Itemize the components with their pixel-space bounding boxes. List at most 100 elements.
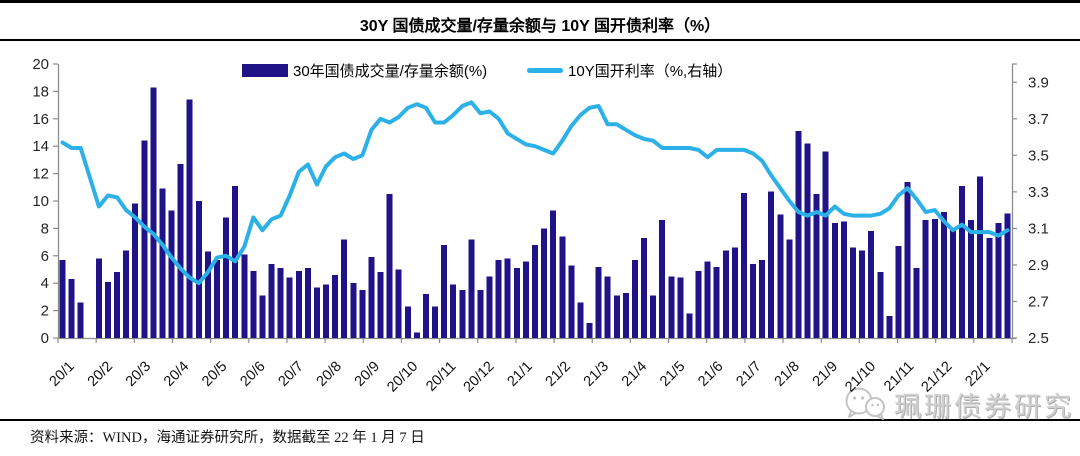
volume-bar — [822, 151, 829, 338]
x-axis-label: 21/2 — [543, 359, 574, 390]
volume-bar — [568, 265, 575, 338]
left-axis-label: 2 — [41, 303, 49, 320]
volume-bar — [204, 251, 211, 338]
legend-item-volume-bars: 30年国债成交量/存量余额(%) — [242, 61, 488, 80]
bar-series-label: 30年国债成交量/存量余额(%) — [293, 62, 488, 80]
volume-bar — [559, 236, 566, 338]
volume-bar — [422, 294, 429, 338]
volume-bar — [504, 258, 511, 338]
volume-bar — [223, 217, 230, 338]
x-axis-label: 20/10 — [384, 359, 421, 396]
left-axis-label: 20 — [32, 56, 49, 73]
watermark: 珮珊债券研究 — [842, 383, 1074, 425]
volume-bar — [931, 218, 938, 338]
x-axis-label: 21/4 — [619, 359, 650, 390]
volume-bar — [622, 292, 629, 338]
volume-bar — [877, 272, 884, 338]
right-axis-label: 3.3 — [1028, 184, 1049, 201]
volume-bar — [650, 295, 657, 338]
x-axis-label: 20/11 — [423, 359, 459, 395]
left-axis-label: 6 — [41, 248, 49, 265]
volume-bar — [949, 229, 956, 338]
x-axis-label: 20/7 — [276, 359, 307, 390]
volume-bar — [459, 290, 466, 338]
left-axis-label: 16 — [32, 111, 49, 128]
volume-bar — [631, 259, 638, 338]
volume-bar — [777, 214, 784, 338]
x-axis-label: 21/9 — [810, 359, 841, 390]
volume-bar — [386, 194, 393, 338]
volume-bar — [1004, 213, 1011, 338]
volume-bar — [586, 322, 593, 338]
x-axis-label: 21/5 — [657, 359, 688, 390]
volume-bar — [895, 246, 902, 338]
volume-bar — [786, 239, 793, 338]
volume-bar — [577, 302, 584, 338]
left-axis-label: 12 — [32, 166, 49, 183]
volume-bar — [495, 259, 502, 338]
volume-bar — [232, 185, 239, 338]
volume-bar — [995, 222, 1002, 338]
figure-header: 30Y 国债成交量/存量余额与 10Y 国开债利率（%） — [0, 0, 1080, 41]
volume-bar — [304, 268, 311, 338]
volume-bar — [550, 210, 557, 338]
volume-bar — [840, 221, 847, 338]
volume-bar — [804, 143, 811, 338]
volume-bar — [486, 276, 493, 338]
x-axis-label: 20/12 — [461, 359, 498, 396]
volume-bar — [722, 250, 729, 338]
right-axis-label: 2.5 — [1028, 330, 1049, 347]
volume-bar — [468, 239, 475, 338]
volume-bar — [350, 283, 357, 338]
volume-bar — [123, 250, 130, 338]
volume-bar — [659, 220, 666, 338]
left-axis-label: 4 — [41, 275, 49, 292]
volume-bar — [704, 261, 711, 338]
volume-bar — [413, 332, 420, 338]
footer-divider — [0, 419, 1080, 421]
volume-bar — [59, 259, 66, 338]
volume-bar — [641, 237, 648, 338]
volume-bar — [668, 276, 675, 338]
volume-bar — [831, 222, 838, 338]
volume-bar — [141, 140, 148, 338]
volume-bar — [477, 290, 484, 338]
line-series-swatch — [527, 67, 563, 73]
volume-bar — [913, 268, 920, 338]
volume-bar — [186, 99, 193, 339]
volume-bar — [759, 259, 766, 338]
volume-bar — [250, 270, 257, 338]
volume-bar — [359, 290, 366, 338]
volume-bar — [323, 284, 330, 338]
x-axis-label: 21/8 — [772, 359, 803, 390]
volume-bar — [695, 270, 702, 338]
left-axis-label: 14 — [32, 138, 49, 155]
volume-bar — [432, 306, 439, 338]
volume-bar — [114, 272, 121, 338]
volume-bar — [313, 287, 320, 338]
volume-bar — [795, 131, 802, 338]
x-axis-label: 20/6 — [237, 359, 268, 390]
left-axis-label: 8 — [41, 220, 49, 237]
volume-bar — [195, 201, 202, 338]
right-axis-label: 2.7 — [1028, 293, 1049, 310]
volume-bar — [332, 274, 339, 338]
x-axis-label: 20/2 — [85, 359, 116, 390]
x-axis-label: 20/4 — [161, 359, 192, 390]
left-axis-label: 0 — [41, 330, 49, 347]
volume-bar — [977, 176, 984, 338]
volume-bar — [214, 259, 220, 338]
left-axis-label: 18 — [32, 83, 49, 100]
left-axis-label: 10 — [32, 193, 49, 210]
x-axis-label: 21/3 — [581, 359, 612, 390]
volume-bar — [241, 254, 248, 338]
volume-bar — [159, 188, 166, 338]
right-axis-label: 3.1 — [1028, 220, 1049, 237]
x-axis-label: 20/3 — [123, 359, 154, 390]
volume-bar — [168, 210, 175, 338]
volume-bar — [532, 244, 538, 338]
source-note: 资料来源：WIND，海通证券研究所，数据截至 22 年 1 月 7 日 — [30, 430, 425, 446]
volume-bar — [295, 270, 302, 338]
x-axis-label: 20/1 — [47, 359, 78, 390]
bar-series-swatch — [242, 63, 288, 77]
